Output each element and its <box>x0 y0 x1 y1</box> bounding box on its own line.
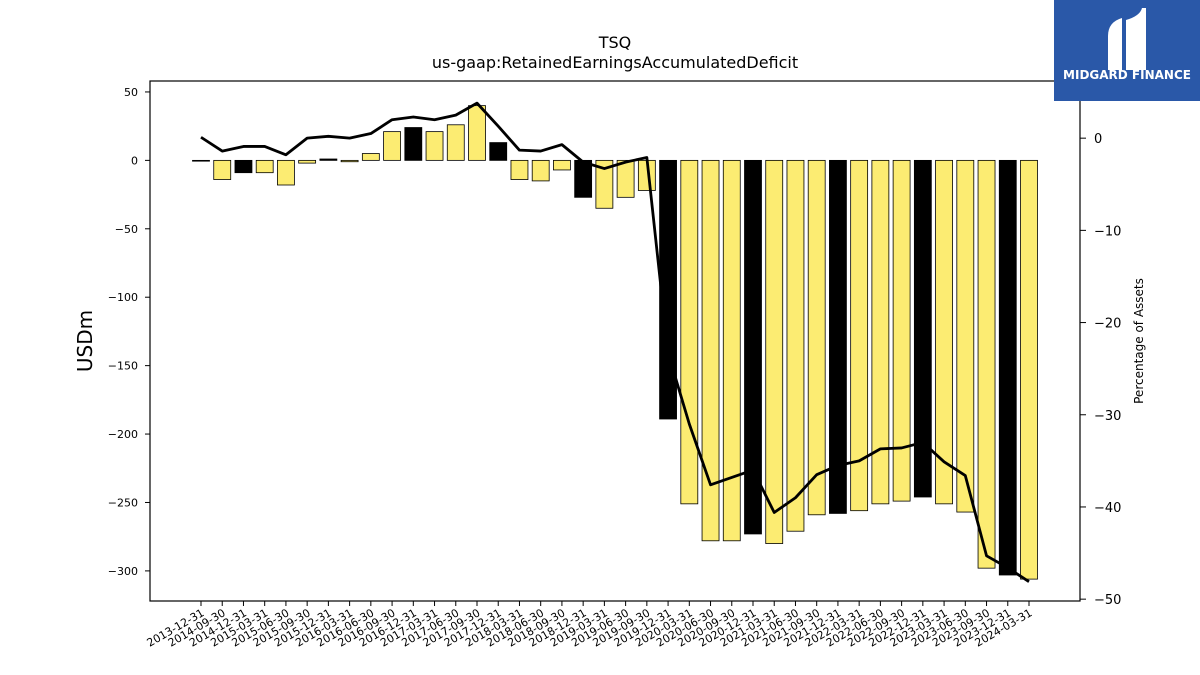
y2-axis-label: Percentage of Assets <box>1132 278 1146 404</box>
bar <box>255 159 274 174</box>
bar <box>1020 159 1038 580</box>
series-line <box>200 101 1030 583</box>
y-tick-label: 0 <box>131 154 138 167</box>
bar <box>425 131 444 161</box>
bar <box>701 159 720 542</box>
bar <box>361 153 380 161</box>
bar <box>659 159 677 420</box>
y-tick-label: −50 <box>115 223 138 236</box>
y-tick-label: −200 <box>108 428 138 441</box>
y-tick-label: −300 <box>108 565 138 578</box>
bar <box>489 142 508 161</box>
bar <box>340 159 359 163</box>
bar <box>744 159 762 535</box>
plot-frame <box>149 80 1081 602</box>
bar <box>510 159 529 180</box>
bar <box>977 159 996 569</box>
bar <box>913 159 932 498</box>
bar <box>935 159 953 505</box>
bar <box>234 159 253 174</box>
bar <box>829 159 847 514</box>
bar <box>956 159 975 513</box>
logo-mark-icon <box>1108 8 1146 70</box>
y-tick-label: 50 <box>124 86 138 99</box>
bar <box>786 159 805 532</box>
y2-tick-label: −50 <box>1094 593 1121 608</box>
bar <box>383 131 401 161</box>
bar <box>468 105 486 161</box>
logo-text: MIDGARD FINANCE <box>1063 68 1191 82</box>
bar <box>277 159 295 186</box>
y2-tick-label: −40 <box>1094 501 1121 516</box>
chart-title: TSQ <box>598 33 632 52</box>
chart-subtitle: us-gaap:RetainedEarningsAccumulatedDefic… <box>432 53 798 72</box>
y-tick-label: −250 <box>108 496 138 509</box>
bar <box>807 159 826 516</box>
bar <box>574 159 593 198</box>
bar <box>446 124 465 161</box>
y2-tick-label: −20 <box>1094 317 1121 332</box>
bar <box>213 159 232 180</box>
bar <box>850 159 869 512</box>
bar <box>998 159 1017 576</box>
bar <box>192 159 210 162</box>
bar <box>892 159 911 502</box>
bar <box>298 159 317 164</box>
bar <box>319 158 338 161</box>
bar <box>680 159 699 505</box>
y-axis-label: USDm <box>73 310 97 372</box>
bar <box>531 159 550 182</box>
bar <box>404 127 423 161</box>
brand-logo: MIDGARD FINANCE <box>1054 0 1200 101</box>
y-tick-label: −150 <box>108 360 138 373</box>
y2-tick-label: −10 <box>1094 224 1121 239</box>
bar <box>722 159 741 542</box>
y2-tick-label: 0 <box>1094 132 1102 147</box>
bar <box>871 159 890 505</box>
y2-tick-label: −30 <box>1094 409 1121 424</box>
bar <box>765 159 784 544</box>
bar <box>595 159 614 209</box>
y-tick-label: −100 <box>108 291 138 304</box>
bar <box>553 159 571 171</box>
bar <box>616 159 635 198</box>
